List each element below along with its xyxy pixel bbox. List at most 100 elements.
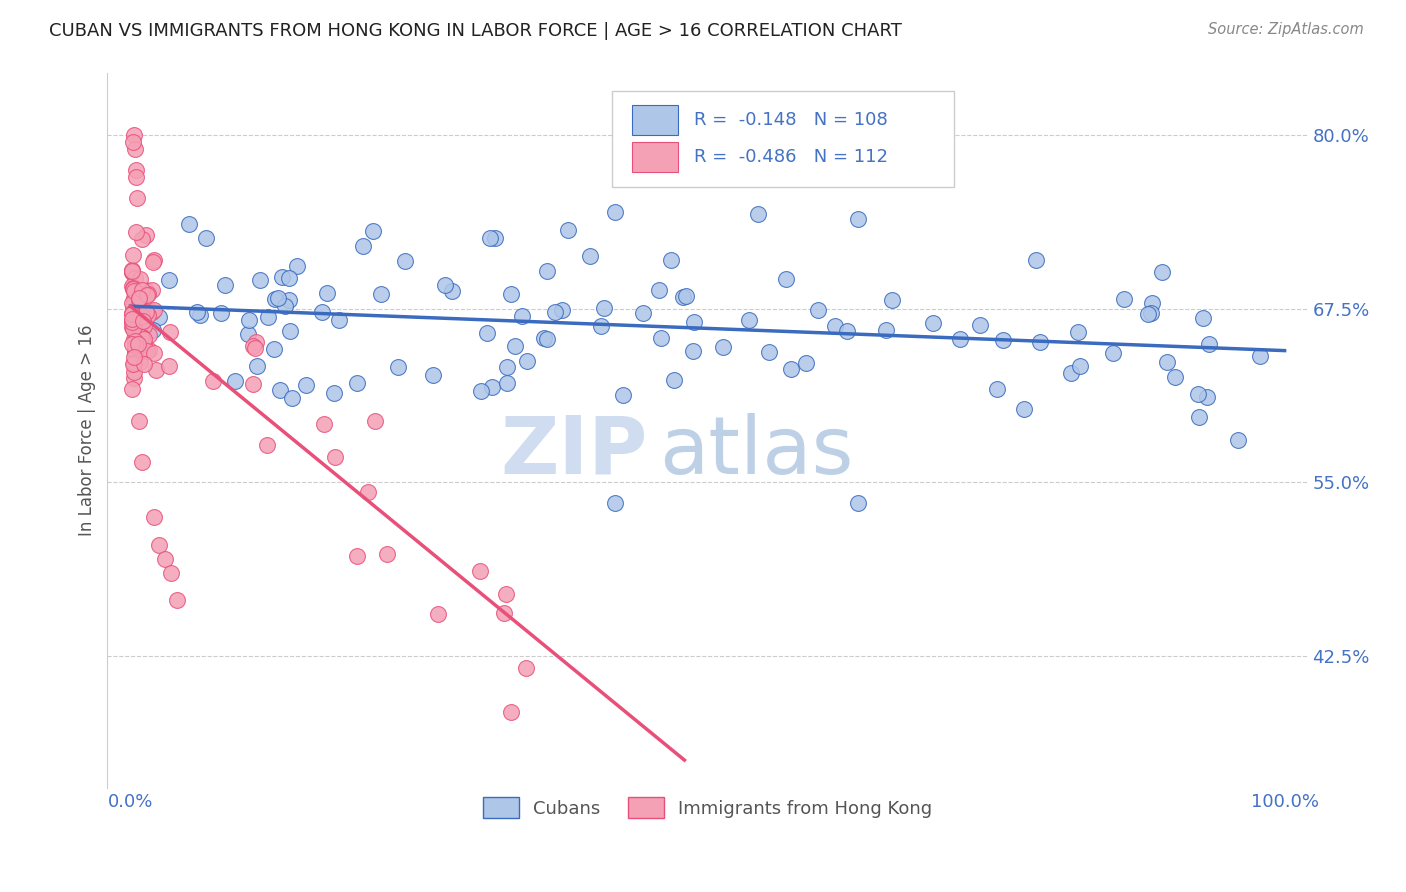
Point — [127, 191, 149, 205]
Point — [129, 330, 152, 344]
Point — [986, 382, 1008, 396]
Point — [370, 287, 392, 301]
Point — [124, 343, 146, 358]
Point — [142, 252, 165, 267]
Point — [153, 551, 176, 566]
Point — [375, 548, 398, 562]
Point — [122, 248, 145, 262]
Point — [271, 270, 294, 285]
Point — [136, 286, 159, 301]
Point — [441, 284, 464, 298]
Point — [263, 293, 285, 307]
Text: atlas: atlas — [659, 413, 853, 491]
Point — [1226, 433, 1249, 447]
Point — [277, 293, 299, 307]
Point — [135, 287, 157, 301]
Point — [835, 324, 858, 338]
Point — [427, 607, 450, 622]
Point — [477, 326, 499, 340]
Point — [536, 264, 558, 278]
Point — [142, 346, 165, 360]
Point — [129, 355, 152, 369]
Point — [179, 218, 201, 232]
Point — [157, 359, 180, 374]
Point — [245, 334, 267, 349]
Point — [468, 565, 491, 579]
Point — [536, 332, 558, 346]
Point — [484, 231, 506, 245]
Point — [682, 344, 704, 359]
Point — [470, 384, 492, 398]
Point — [127, 305, 149, 319]
Point — [323, 450, 346, 464]
Point — [128, 300, 150, 314]
Point — [135, 227, 157, 242]
Point — [159, 325, 181, 339]
Bar — [631, 105, 678, 136]
Point — [479, 231, 502, 245]
Point — [1025, 253, 1047, 268]
Point — [278, 324, 301, 338]
Point — [121, 296, 143, 310]
Point — [128, 414, 150, 428]
Point — [132, 357, 155, 371]
Point — [121, 336, 143, 351]
Point — [357, 485, 380, 500]
Point — [121, 357, 143, 371]
Point — [1112, 292, 1135, 306]
Point — [122, 281, 145, 295]
Point — [128, 307, 150, 321]
Point — [758, 344, 780, 359]
Point — [242, 339, 264, 353]
Point — [128, 310, 150, 325]
Point — [132, 332, 155, 346]
Point — [125, 170, 148, 185]
Point — [124, 339, 146, 353]
Point — [249, 273, 271, 287]
Point — [711, 340, 734, 354]
Point — [533, 331, 555, 345]
Text: R =  -0.486   N = 112: R = -0.486 N = 112 — [695, 148, 889, 166]
Point — [129, 325, 152, 339]
Point — [605, 204, 627, 219]
Point — [875, 323, 897, 337]
Point — [361, 224, 384, 238]
Point — [1195, 390, 1218, 404]
Bar — [631, 143, 678, 172]
Point — [364, 414, 387, 428]
Point — [824, 319, 846, 334]
Point — [794, 356, 817, 370]
Point — [160, 566, 183, 580]
Point — [134, 310, 156, 325]
Point — [157, 273, 180, 287]
Point — [346, 376, 368, 390]
Point — [121, 312, 143, 326]
Point — [128, 293, 150, 307]
Point — [650, 331, 672, 345]
Point — [224, 375, 246, 389]
Point — [188, 308, 211, 322]
Point — [124, 271, 146, 285]
Point — [142, 323, 165, 337]
Point — [122, 356, 145, 370]
Point — [125, 321, 148, 335]
Point — [495, 587, 517, 601]
Point — [882, 293, 904, 307]
Point — [124, 310, 146, 324]
Point — [122, 285, 145, 299]
Point — [135, 288, 157, 302]
Point — [148, 310, 170, 324]
Point — [209, 306, 232, 320]
Point — [131, 455, 153, 469]
Point — [557, 223, 579, 237]
Point — [495, 359, 517, 374]
Point — [346, 549, 368, 564]
Point — [134, 318, 156, 333]
Point — [515, 661, 537, 675]
Text: ZIP: ZIP — [501, 413, 648, 491]
Point — [121, 314, 143, 328]
Point — [316, 285, 339, 300]
Point — [122, 314, 145, 328]
Point — [747, 207, 769, 221]
Point — [145, 363, 167, 377]
